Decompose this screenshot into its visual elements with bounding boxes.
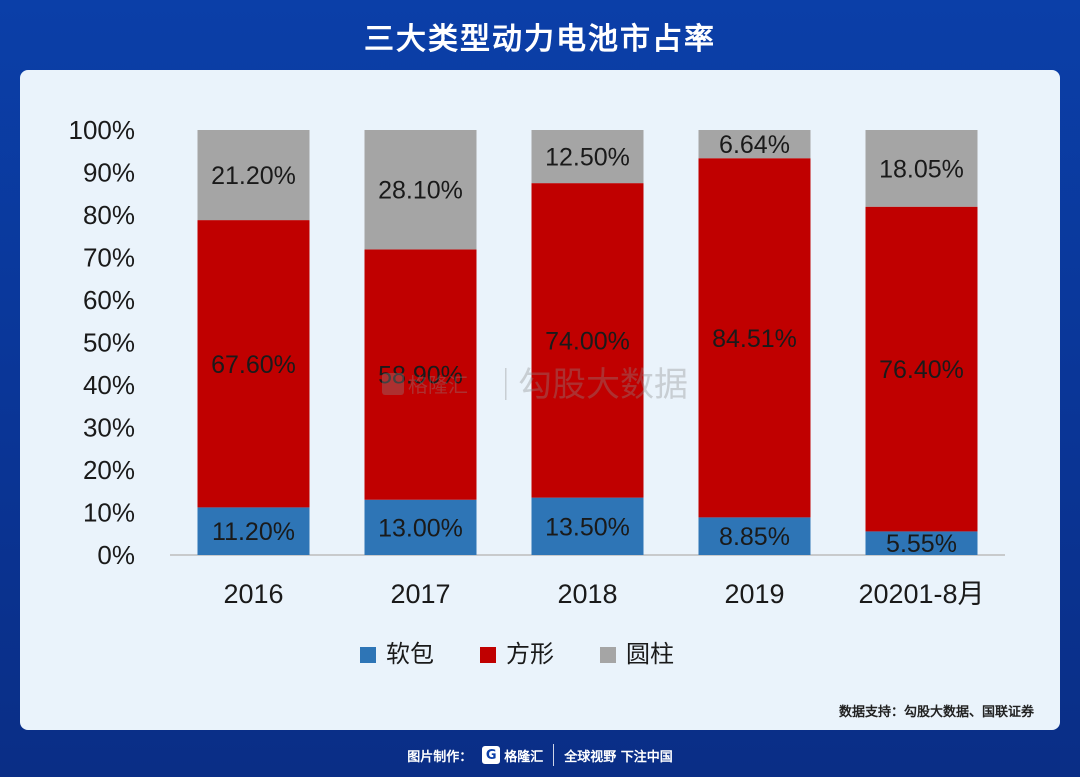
footer: 图片制作： G 格隆汇 全球视野 下注中国 xyxy=(0,740,1080,770)
x-tick-label: 2016 xyxy=(223,579,283,609)
bar-segment-prismatic xyxy=(531,183,644,498)
data-label: 18.05% xyxy=(879,155,964,183)
chart-panel: 0% 10% 20% 30% 40% 50% 60% 70% 80% 90% 100% 11.20%… xyxy=(20,70,1060,730)
y-tick-label: 40% xyxy=(83,370,135,400)
source-note: 数据支持：勾股大数据、国联证券 xyxy=(838,705,1034,720)
x-tick-label: 2019 xyxy=(724,579,784,609)
y-tick-label: 0% xyxy=(97,540,135,570)
data-label: 28.10% xyxy=(378,177,463,205)
bar-segment-cylindrical xyxy=(865,130,978,207)
data-label: 13.00% xyxy=(378,514,463,542)
legend-label: 圆柱 xyxy=(626,640,674,668)
bar-segment-soft-pack xyxy=(364,499,477,555)
data-label: 13.50% xyxy=(545,513,630,541)
legend-label: 方形 xyxy=(506,640,554,668)
y-tick-label: 10% xyxy=(83,498,135,528)
x-tick-label: 20201-8月 xyxy=(858,579,984,609)
data-label: 74.00% xyxy=(545,327,630,355)
footer-slogan: 全球视野 下注中国 xyxy=(564,749,673,765)
bar-segment-prismatic xyxy=(364,249,477,500)
footer-brand-logo: G 格隆汇 xyxy=(482,746,543,765)
footer-brand: 格隆汇 xyxy=(504,749,544,765)
bar-segment-cylindrical xyxy=(364,130,477,250)
watermark-text: 勾股大数据 xyxy=(518,365,688,405)
y-tick-label: 80% xyxy=(83,200,135,230)
y-tick-label: 100% xyxy=(69,115,136,145)
y-tick-label: 70% xyxy=(83,243,135,273)
legend-label: 软包 xyxy=(386,640,434,668)
data-label: 84.51% xyxy=(712,325,797,353)
x-tick-label: 2018 xyxy=(557,579,617,609)
data-label: 21.20% xyxy=(211,162,296,190)
y-tick-label: 60% xyxy=(83,285,135,315)
bar-segment-prismatic xyxy=(197,220,310,508)
bar-segment-prismatic xyxy=(865,206,978,532)
data-label: 5.55% xyxy=(886,530,957,558)
bar-segment-cylindrical xyxy=(531,130,644,184)
data-label: 8.85% xyxy=(719,523,790,551)
legend-swatch xyxy=(480,647,496,663)
y-tick-label: 20% xyxy=(83,455,135,485)
data-label: 12.50% xyxy=(545,144,630,172)
data-label: 67.60% xyxy=(211,351,296,379)
y-tick-label: 30% xyxy=(83,413,135,443)
bar-segment-soft-pack xyxy=(698,517,811,555)
data-label: 76.40% xyxy=(879,356,964,384)
stacked-bar-chart: 0% 10% 20% 30% 40% 50% 60% 70% 80% 90% 100% 11.20%… xyxy=(69,115,1005,668)
y-tick-label: 50% xyxy=(83,328,135,358)
legend-swatch xyxy=(360,647,376,663)
bar-segment-soft-pack xyxy=(531,497,644,555)
data-label: 58.90% xyxy=(378,362,463,390)
watermark-logo-icon xyxy=(382,373,404,395)
bar-segment-cylindrical xyxy=(197,130,310,221)
bar-segment-soft-pack xyxy=(197,507,310,555)
bar-segment-cylindrical xyxy=(698,130,811,159)
footer-made-by: 图片制作： xyxy=(407,749,473,765)
brand-logo-icon: G xyxy=(482,746,501,764)
chart-title: 三大类型动力电池市占率 xyxy=(364,22,716,57)
data-label: 11.20% xyxy=(212,518,295,546)
watermark-brand: 格隆汇 xyxy=(408,373,468,397)
x-tick-label: 2017 xyxy=(390,579,450,609)
bar-segment-soft-pack xyxy=(865,531,978,555)
data-label: 6.64% xyxy=(719,131,790,159)
bar-segment-prismatic xyxy=(698,158,811,518)
footer-divider xyxy=(553,744,555,766)
watermark-divider xyxy=(505,368,507,400)
y-tick-label: 90% xyxy=(83,158,135,188)
legend-swatch xyxy=(600,647,616,663)
